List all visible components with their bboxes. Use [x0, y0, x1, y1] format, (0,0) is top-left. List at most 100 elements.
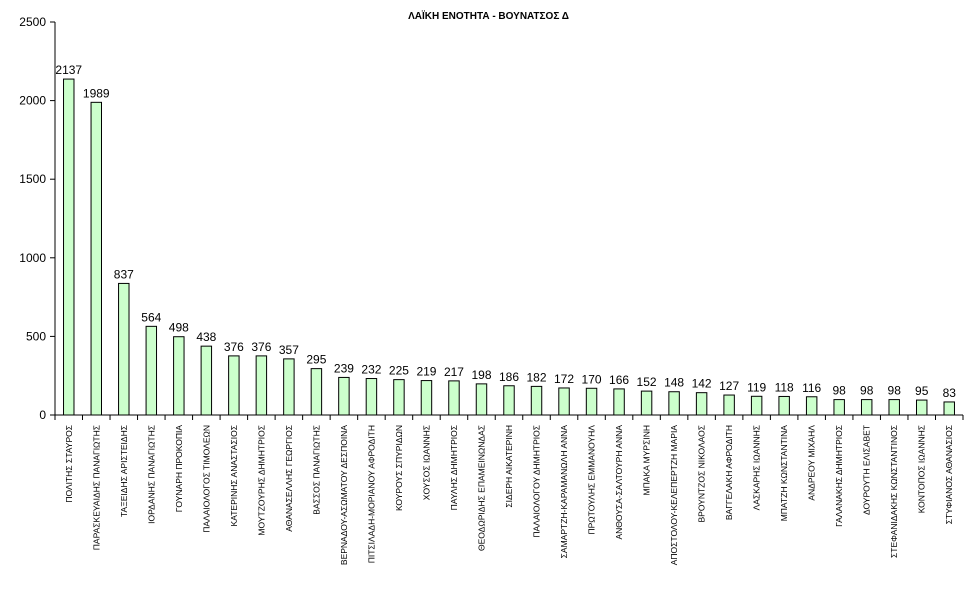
category-label: ΔΟΥΡΟΥΤΗ ΕΛΙΣΑΒΕΤ — [862, 425, 872, 515]
data-label: 217 — [444, 365, 464, 379]
data-label: 295 — [306, 353, 326, 367]
y-axis: 0 500 1000 1500 2000 2500 — [19, 15, 56, 422]
data-label: 498 — [169, 321, 189, 335]
data-label: 148 — [664, 376, 684, 390]
category-label: ΠΟΛΙΤΗΣ ΣΤΑΥΡΟΣ — [64, 425, 74, 503]
bar — [695, 392, 708, 416]
bar — [888, 399, 900, 416]
bar — [255, 355, 268, 416]
category-label: ΒΑΓΓΕΛΑΚΗ ΑΦΡΟΔΙΤΗ — [724, 425, 734, 520]
category-label: ΛΑΣΚΑΡΗΣ ΙΩΑΝΝΗΣ — [752, 425, 762, 510]
data-label: 438 — [196, 330, 216, 344]
category-label: ΣΤΥΦΙΑΝΟΣ ΑΘΑΝΑΣΙΟΣ — [944, 425, 954, 524]
bar — [640, 390, 653, 416]
data-label: 166 — [609, 373, 629, 387]
category-label: ΠΑΡΑΣΚΕΥΑΙΔΗΣ ΠΑΝΑΓΙΩΤΗΣ — [91, 425, 101, 550]
chart-title: ΛΑΪΚΗ ΕΝΟΤΗΤΑ - ΒΟΥΝΑΤΣΟΣ Δ — [408, 11, 569, 22]
data-label: 376 — [224, 340, 244, 354]
data-label: 170 — [582, 372, 602, 386]
data-label: 186 — [499, 370, 519, 384]
bar — [778, 395, 790, 416]
data-label: 142 — [692, 377, 712, 391]
y-tick-label: 2000 — [19, 94, 46, 108]
data-label: 98 — [833, 384, 847, 398]
category-label: ΒΑΣΣΟΣ ΠΑΝΑΓΙΩΤΗΣ — [311, 425, 321, 515]
x-axis — [54, 414, 964, 420]
y-tick-label: 1000 — [19, 251, 46, 265]
category-label: ΘΕΟΔΩΡΙΔΗΣ ΕΠΑΜΕΙΝΩΝΔΑΣ — [476, 425, 486, 551]
bar — [365, 378, 378, 416]
bar — [475, 383, 488, 416]
category-label: ΜΠΑΤΖΗ ΚΩΝΣΤΑΝΤΙΝΑ — [779, 425, 789, 522]
bar — [448, 380, 460, 416]
category-label: ΣΑΜΑΡΤΖΗ-ΚΑΡΑΜΑΝΩΛΗ ΑΝΝΑ — [559, 425, 569, 559]
data-label: 119 — [747, 380, 766, 394]
y-tick-label: 500 — [26, 329, 46, 343]
category-label: ΤΑΞΕΙΔΗΣ ΑΡΙΣΤΕΙΔΗΣ — [119, 425, 129, 517]
data-label: 127 — [719, 379, 739, 393]
data-label: 1989 — [83, 86, 110, 100]
category-label: ΣΤΕΦΑΝΙΔΑΚΗΣ ΚΩΝΣΤΑΝΤΙΝΟΣ — [889, 425, 899, 558]
bar — [943, 401, 955, 416]
category-label: ΓΑΛΑΝΑΚΗΣ ΔΗΜΗΤΡΙΟΣ — [834, 425, 844, 527]
data-label: 357 — [279, 343, 299, 357]
data-label: 225 — [389, 364, 409, 378]
category-label: ΑΝΔΡΕΟΥ ΜΙΧΑΗΛ — [807, 425, 817, 501]
bar — [805, 396, 818, 416]
category-label: ΠΑΛΑΙΟΛΟΓΟΥ ΔΗΜΗΤΡΙΟΣ — [532, 425, 542, 538]
category-label: ΑΝΘΟΥΣΑ-ΣΑΛΤΟΥΡΗ ΑΝΝΑ — [614, 425, 624, 540]
data-label: 98 — [888, 384, 902, 398]
category-label: ΜΠΑΚΑ ΜΥΡΣΙΝΗ — [642, 425, 652, 495]
data-label: 376 — [251, 340, 271, 354]
bar — [173, 336, 185, 416]
category-label: ΚΑΤΕΡΙΝΗΣ ΑΝΑΣΤΑΣΙΟΣ — [229, 425, 239, 526]
y-tick-label: 1500 — [19, 172, 46, 186]
category-label: ΚΟΝΤΟΠΟΣ ΙΩΑΝΝΗΣ — [917, 425, 927, 513]
bar — [860, 399, 873, 416]
bar — [750, 395, 763, 416]
category-label: ΑΠΟΣΤΟΛΟΥ-ΚΕΛΕΠΕΡΤΖΗ ΜΑΡΙΑ — [669, 425, 679, 566]
data-label: 232 — [361, 363, 381, 377]
category-label: ΠΙΤΣΙΛΑΔΗ-ΜΟΡΙΑΝΟΥ ΑΦΡΟΔΙΤΗ — [366, 425, 376, 563]
data-label: 95 — [915, 384, 929, 398]
category-label: ΠΑΥΛΗΣ ΔΗΜΗΤΡΙΟΣ — [449, 425, 459, 510]
bar — [338, 376, 350, 416]
category-label: ΠΑΛΑΙΟΛΟΓΟΣ ΤΙΜΟΛΕΩΝ — [201, 425, 211, 533]
data-label: 172 — [554, 372, 574, 386]
data-label: 116 — [802, 381, 821, 395]
data-label: 564 — [141, 310, 161, 324]
bar — [585, 387, 598, 416]
bar — [118, 282, 130, 416]
data-label: 118 — [775, 380, 794, 394]
category-label: ΚΟΥΡΟΥΣ ΣΠΥΡΙΔΩΝ — [394, 425, 404, 511]
bar — [228, 355, 240, 416]
category-label: ΧΟΥΣΟΣ ΙΩΑΝΝΗΣ — [421, 425, 431, 500]
bar — [530, 385, 543, 416]
data-label: 182 — [526, 370, 546, 384]
bar — [668, 391, 680, 416]
bar — [503, 385, 515, 416]
bars — [63, 78, 955, 416]
data-label: 219 — [416, 365, 436, 379]
bar — [63, 78, 75, 416]
y-tick-label: 2500 — [19, 15, 46, 29]
data-label: 83 — [943, 386, 957, 400]
category-labels: ΠΟΛΙΤΗΣ ΣΤΑΥΡΟΣ ΠΑΡΑΣΚΕΥΑΙΔΗΣ ΠΑΝΑΓΙΩΤΗΣ Τ… — [64, 425, 954, 566]
bar — [310, 368, 323, 416]
bar — [283, 358, 295, 416]
y-tick-label: 0 — [39, 408, 46, 422]
data-label: 198 — [471, 368, 491, 382]
category-label: ΣΙΔΕΡΗ ΑΙΚΑΤΕΡΙΝΗ — [504, 425, 514, 508]
bar — [558, 387, 570, 416]
bar — [90, 101, 103, 416]
bar — [723, 394, 735, 416]
bar — [613, 388, 625, 416]
category-label: ΙΟΡΔΑΝΗΣ ΠΑΝΑΓΙΩΤΗΣ — [146, 425, 156, 524]
bar — [915, 399, 928, 416]
category-label: ΓΟΥΝΑΡΗ ΠΡΟΚΟΠΙΑ — [174, 425, 184, 513]
data-label: 152 — [637, 375, 657, 389]
category-label: ΒΕΡΝΑΔΟΥ-ΑΣΩΜΑΤΟΥ ΔΕΣΠΟΙΝΑ — [339, 425, 349, 565]
category-label: ΜΟΥΤΖΟΥΡΗΣ ΔΗΜΗΤΡΙΟΣ — [256, 425, 266, 536]
